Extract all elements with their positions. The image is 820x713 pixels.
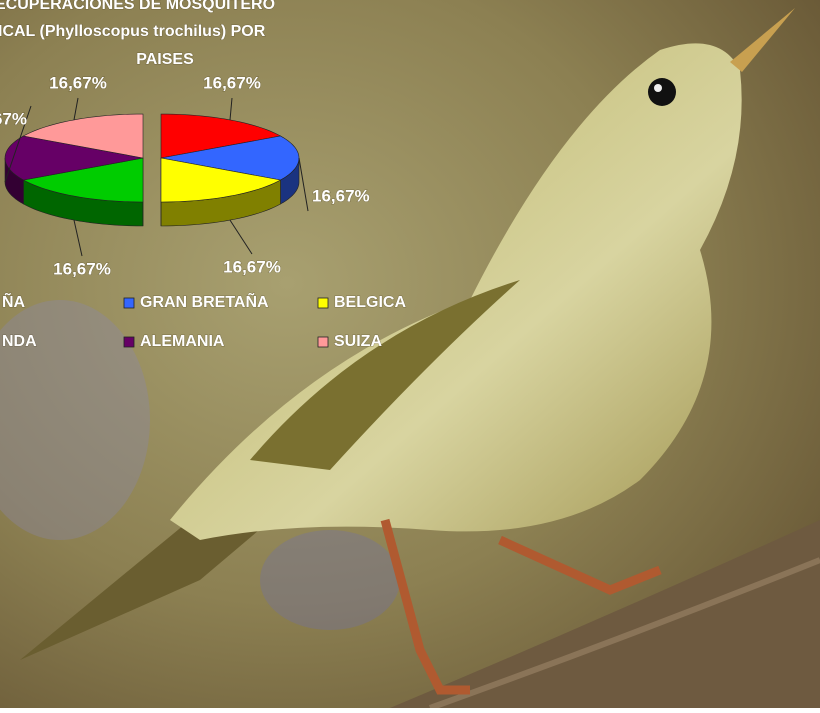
legend-label: ALEMANIA: [140, 333, 225, 350]
legend-label: NDA: [2, 333, 37, 350]
data-label: 16,67%: [312, 186, 370, 205]
data-label: 16,67%: [53, 259, 111, 278]
legend-label: ÑA: [2, 291, 26, 311]
chart-title: PAISES: [136, 51, 194, 68]
chart: ECUPERACIONES DE MOSQUITERO ICAL (Phyllo…: [0, 0, 820, 708]
data-label: 16,67%: [223, 257, 281, 276]
chart-title: ECUPERACIONES DE MOSQUITERO: [0, 0, 275, 13]
data-label: 16,67%: [0, 109, 27, 128]
photo-background: [0, 0, 820, 708]
page: ECUPERACIONES DE MOSQUITERO ICAL (Phyllo…: [0, 0, 820, 708]
legend-label: BELGICA: [334, 294, 406, 311]
data-label: 16,67%: [49, 73, 107, 92]
legend-swatch: [124, 298, 134, 308]
legend-swatch: [318, 298, 328, 308]
legend-swatch: [124, 337, 134, 347]
legend-label: GRAN BRETAÑA: [140, 291, 269, 311]
data-label: 16,67%: [203, 73, 261, 92]
chart-title: ICAL (Phylloscopus trochilus) POR: [0, 23, 266, 40]
legend-swatch: [318, 337, 328, 347]
legend-label: SUIZA: [334, 333, 382, 350]
